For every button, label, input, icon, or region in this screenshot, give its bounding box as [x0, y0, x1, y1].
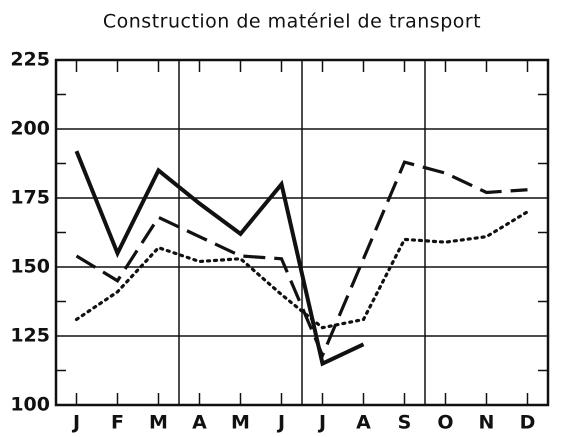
x-tick-label: F — [111, 412, 124, 434]
x-tick-label: J — [276, 412, 285, 434]
series-line — [74, 210, 530, 330]
x-tick-label: A — [192, 412, 207, 434]
x-tick-label: D — [520, 412, 536, 434]
y-tick-label: 200 — [10, 118, 50, 140]
series-line — [74, 150, 365, 367]
y-tick-label: 225 — [10, 49, 50, 71]
x-tick-label: N — [479, 412, 495, 434]
y-tick-label: 100 — [10, 394, 50, 416]
x-tick-label: J — [71, 412, 80, 434]
y-tick-label: 175 — [10, 187, 50, 209]
series-line — [75, 160, 528, 360]
x-tick-label: S — [398, 412, 412, 434]
chart-title: Construction de matériel de transport — [103, 11, 481, 33]
y-tick-label: 150 — [10, 256, 50, 278]
x-tick-label: O — [437, 412, 453, 434]
y-tick-label: 125 — [10, 325, 50, 347]
x-tick-label: M — [231, 412, 250, 434]
x-tick-label: J — [317, 412, 326, 434]
x-tick-label: M — [149, 412, 168, 434]
x-tick-label: A — [356, 412, 371, 434]
